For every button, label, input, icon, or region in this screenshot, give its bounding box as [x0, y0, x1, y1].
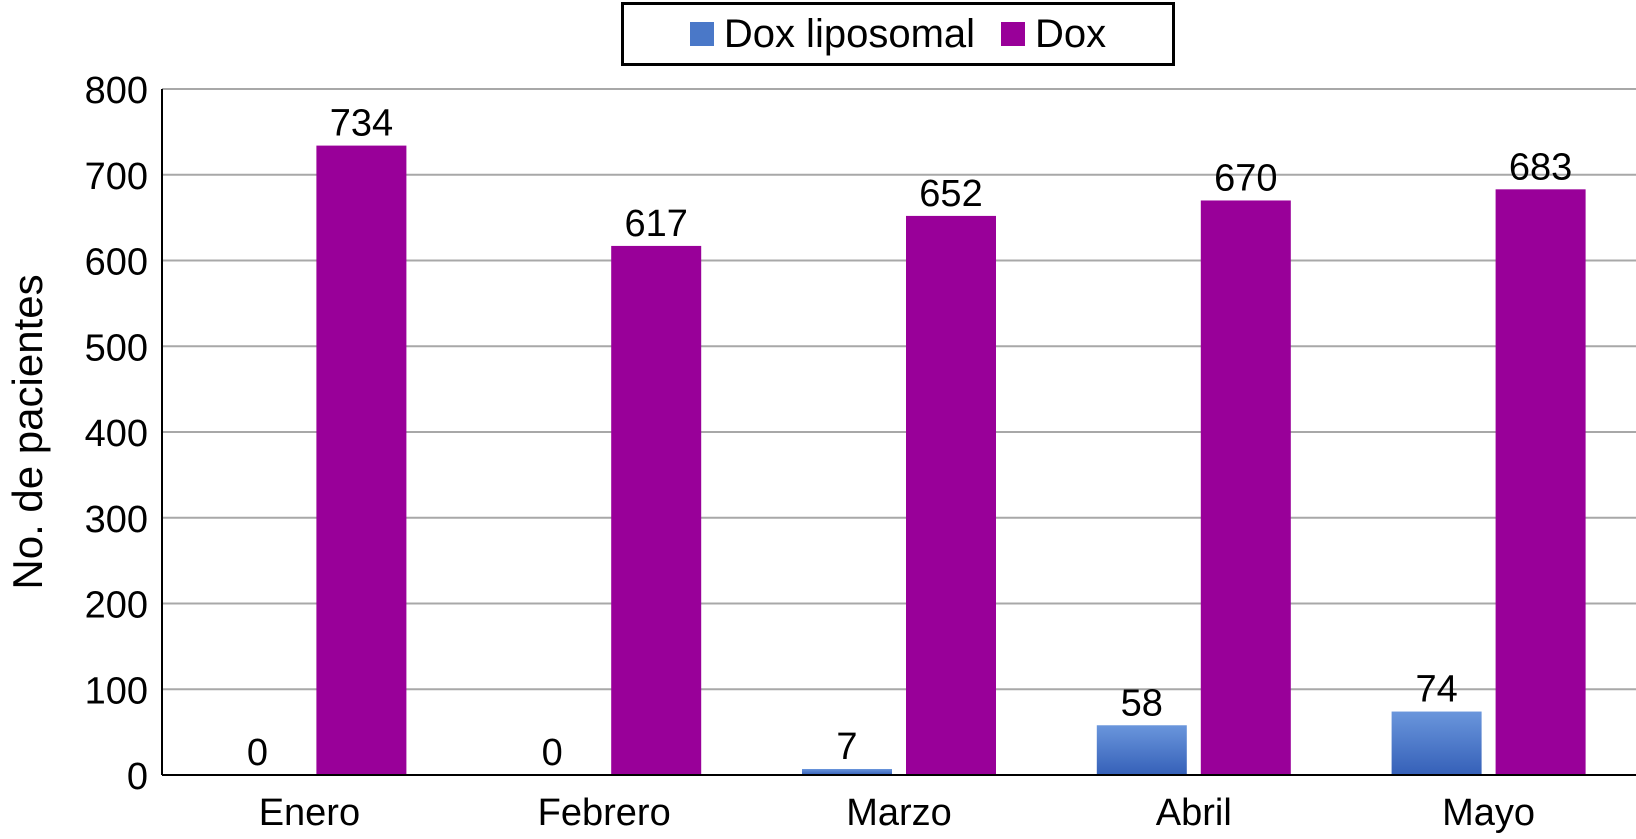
bar-dox-liposomal-abril: [1096, 725, 1187, 775]
legend-item-dox-liposomal: Dox liposomal: [689, 11, 976, 57]
bar-dox-marzo: [906, 215, 996, 775]
bar-dox-mayo: [1495, 189, 1586, 775]
legend-label-dox-liposomal: Dox liposomal: [723, 11, 976, 56]
data-label-dox: 617: [624, 203, 687, 245]
gridlines: [162, 88, 1636, 691]
bar-dox-abril: [1200, 200, 1291, 776]
y-tick-label: 800: [85, 70, 148, 112]
bar-dox-enero: [316, 145, 407, 776]
data-label-dox: 670: [1214, 157, 1277, 199]
x-tick-label: Abril: [1156, 792, 1232, 834]
y-tick-label: 300: [85, 499, 148, 541]
x-tick-label: Febrero: [538, 792, 671, 834]
x-tick-label: Mayo: [1442, 792, 1535, 834]
bar-dox-febrero: [611, 245, 702, 776]
y-tick-label: 700: [85, 156, 148, 198]
x-tick-label: Marzo: [846, 792, 952, 834]
legend-label-dox: Dox: [1035, 11, 1107, 56]
legend-swatch-dox: [1001, 22, 1026, 46]
data-label-dox-liposomal: 7: [836, 726, 857, 768]
data-label-dox: 652: [919, 173, 982, 215]
axes: [161, 89, 1636, 776]
bars: [316, 145, 1586, 776]
data-label-dox-liposomal: 74: [1415, 669, 1457, 711]
y-tick-label: 500: [85, 327, 148, 369]
x-tick-label: Enero: [259, 792, 360, 834]
labels: 0 100 200 300 400 500 600 700 800 0 734 Enero 0 617 Fe…: [85, 70, 1573, 834]
legend: Dox liposomal Dox: [621, 2, 1175, 66]
y-tick-label: 100: [85, 670, 148, 712]
legend-swatch-dox-liposomal: [689, 22, 714, 46]
bar-dox-liposomal-marzo: [802, 768, 892, 775]
data-label-dox-liposomal: 0: [247, 732, 268, 774]
y-tick-label: 400: [85, 413, 148, 455]
data-label-dox-liposomal: 0: [542, 732, 563, 774]
data-label-dox: 683: [1509, 146, 1572, 188]
bar-dox-liposomal-mayo: [1391, 711, 1482, 775]
data-label-dox: 734: [330, 103, 393, 145]
y-tick-label: 200: [85, 585, 148, 627]
y-tick-label: 0: [127, 756, 148, 798]
legend-item-dox: Dox: [1001, 12, 1106, 57]
y-axis-label: No. de pacientes: [4, 274, 51, 589]
y-tick-label: 600: [85, 242, 148, 284]
data-label-dox-liposomal: 58: [1121, 682, 1163, 724]
